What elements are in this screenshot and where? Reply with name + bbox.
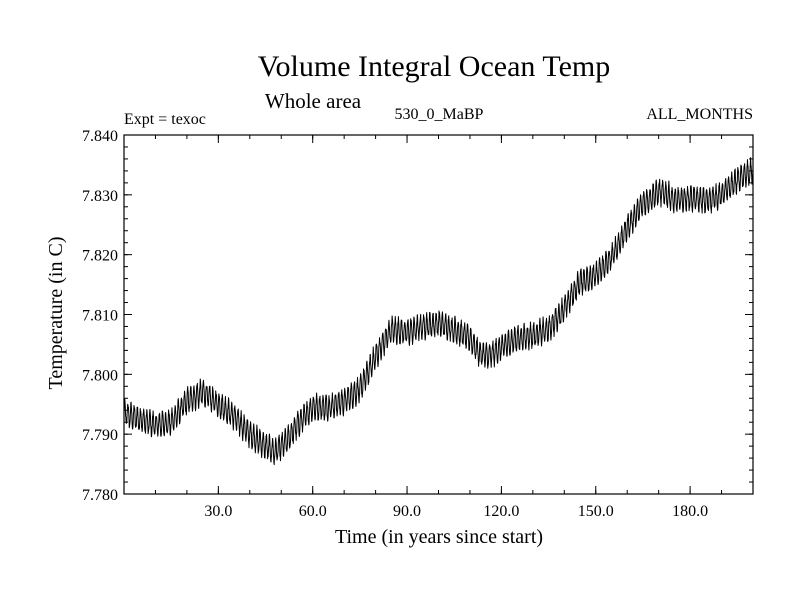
y-axis-label: Temperature (in C) — [45, 237, 67, 390]
chart-subtitle: Whole area — [265, 89, 362, 113]
months-label: ALL_MONTHS — [646, 106, 753, 123]
chart-title: Volume Integral Ocean Temp — [258, 50, 611, 83]
x-tick-label: 180.0 — [672, 503, 708, 520]
x-tick-label: 150.0 — [578, 503, 614, 520]
y-tick-label: 7.830 — [82, 188, 118, 205]
x-tick-label: 60.0 — [299, 503, 327, 520]
plot-frame — [123, 134, 754, 495]
period-label: 530_0_MaBP — [395, 106, 484, 123]
x-tick-label: 90.0 — [393, 503, 421, 520]
y-tick-label: 7.790 — [82, 427, 118, 444]
y-tick-label: 7.800 — [82, 367, 118, 384]
y-tick-label: 7.780 — [82, 487, 118, 504]
x-tick-label: 120.0 — [483, 503, 519, 520]
experiment-label: Expt = texoc — [124, 111, 206, 128]
y-tick-label: 7.810 — [82, 308, 118, 325]
y-tick-label: 7.820 — [82, 248, 118, 265]
y-tick-label: 7.840 — [82, 128, 118, 145]
plot-area: 30.0 60.0 90.0 120.0 150.0 180.0 7.780 7.790 7.8… — [82, 128, 754, 520]
x-axis-label: Time (in years since start) — [335, 526, 543, 548]
temperature-series-line — [123, 157, 754, 466]
x-tick-label: 30.0 — [204, 503, 232, 520]
